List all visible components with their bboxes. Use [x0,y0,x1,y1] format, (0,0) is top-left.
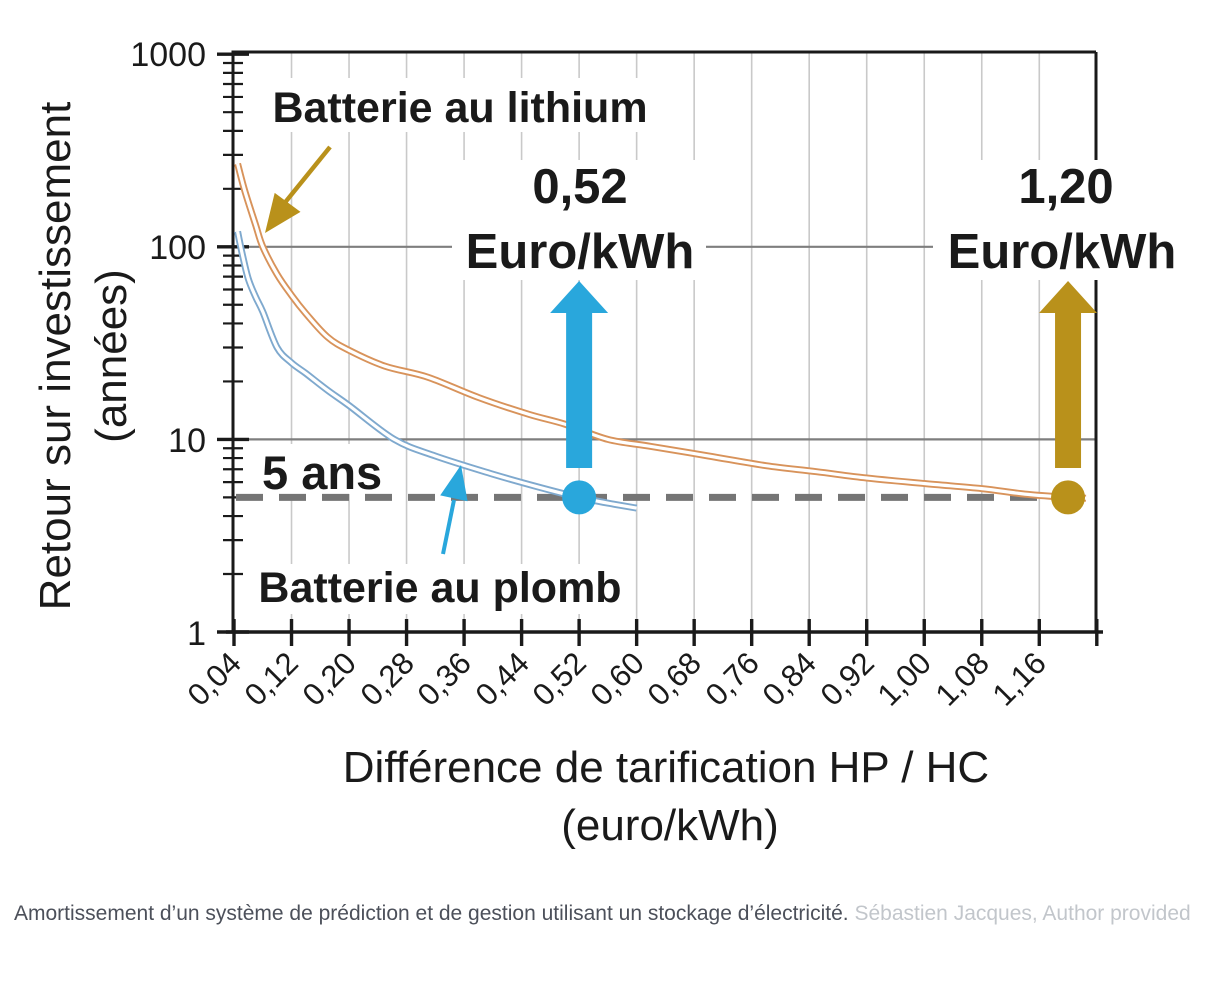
x-tick-label: 1,00 [871,645,938,712]
x-tick-label: 0,60 [584,645,651,712]
plomb-pointer-arrowhead-icon [440,465,468,502]
label-masks [255,78,1195,614]
x-tick-label: 0,04 [181,645,248,712]
y-tick-label: 100 [149,229,206,267]
curve-core-lithium [236,163,1087,500]
x-tick-label: 0,92 [814,645,881,712]
price-markers [550,281,1098,515]
x-tick-label: 0,52 [526,645,593,712]
plomb-up-arrow-shaft [566,313,593,468]
y-axis-title: Retour sur investissement [31,102,80,611]
pointer-arrows [265,145,468,555]
y-tick-label: 1 [187,615,206,653]
threshold-label: 5 ans [262,446,382,499]
plomb-marker-value: 0,52 [532,160,627,214]
lithium-pointer-arrow-shaft [281,145,332,207]
lithium-up-arrowhead-icon [1039,281,1098,313]
chart-text: 1000 100 10 1 0,04 0,12 0,20 0,28 0,36 0… [31,36,1176,850]
lithium-series-label: Batterie au lithium [272,84,647,132]
x-tick-label: 0,68 [641,645,708,712]
y-tick-label: 1000 [130,36,206,74]
gridlines [233,52,1096,630]
x-tick-label: 0,76 [699,645,766,712]
x-tick-label: 0,12 [238,645,305,712]
x-axis-unit: (euro/kWh) [561,801,779,850]
x-tick-label: 0,20 [296,645,363,712]
image-caption: Amortissement d’un système de prédiction… [14,895,1198,932]
plomb-marker-unit: Euro/kWh [466,225,695,279]
data-curves [234,162,1087,512]
x-tick-label: 1,08 [929,645,996,712]
x-tick-label: 0,36 [411,645,478,712]
lithium-data-point-dot [1051,480,1086,515]
x-axis-title: Différence de tarification HP / HC [343,743,989,792]
curve-core-plomb [236,231,637,510]
x-tick-label: 1,16 [986,645,1053,712]
x-tick-label: 0,44 [469,645,536,712]
mask-lithium-marker-label [933,160,1195,280]
chart-figure: 1000 100 10 1 0,04 0,12 0,20 0,28 0,36 0… [31,36,1195,850]
caption-attribution-link[interactable]: Sébastien Jacques, Author provided [854,902,1191,925]
y-axis-unit: (années) [87,269,136,443]
plomb-up-arrowhead-icon [550,281,609,313]
lithium-pointer-arrowhead-icon [265,192,301,233]
mask-plomb-marker-label [452,160,706,280]
plomb-pointer-arrow-shaft [441,499,456,555]
mask-threshold-label [256,444,398,494]
plomb-series-label: Batterie au plomb [258,564,621,612]
plomb-data-point-dot [562,480,597,515]
lithium-marker-value: 1,20 [1018,160,1113,214]
lithium-marker-unit: Euro/kWh [948,225,1177,279]
y-tick-label: 10 [168,422,206,460]
lithium-up-arrow-shaft [1055,313,1082,468]
caption-text: Amortissement d’un système de prédiction… [14,902,849,925]
x-tick-label: 0,84 [756,645,823,712]
mask-plomb-label [255,564,627,614]
mask-lithium-label [262,78,652,132]
x-tick-label: 0,28 [354,645,421,712]
